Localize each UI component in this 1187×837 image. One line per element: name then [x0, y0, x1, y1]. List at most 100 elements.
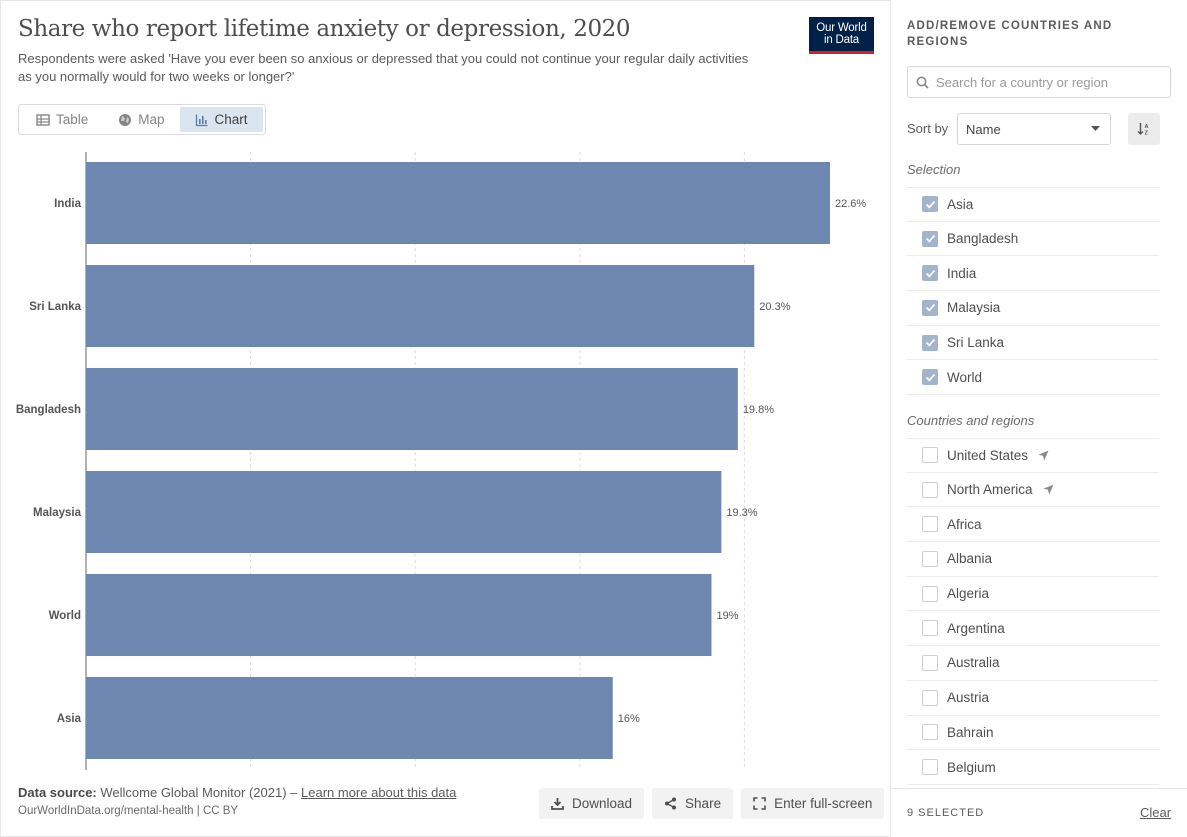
country-item-label: Australia — [947, 655, 1000, 671]
selection-item-label: Malaysia — [947, 300, 1001, 316]
checkbox-checked[interactable] — [922, 299, 938, 316]
country-item-label: Belgium — [947, 759, 996, 775]
bar-asia[interactable] — [86, 677, 613, 759]
sort-by-label: Sort by — [907, 121, 949, 136]
checkbox-unchecked[interactable] — [922, 689, 938, 706]
checkbox-checked[interactable] — [922, 230, 938, 247]
country-item[interactable]: Albania — [907, 542, 1159, 577]
checkbox-unchecked[interactable] — [922, 724, 938, 741]
share-label: Share — [685, 796, 722, 811]
country-item-label: Bahrain — [947, 724, 994, 740]
value-label: 16% — [618, 713, 640, 725]
checkbox-unchecked[interactable] — [922, 654, 938, 671]
country-item[interactable]: Australia — [907, 646, 1159, 681]
chart-title: Share who report lifetime anxiety or dep… — [18, 16, 631, 42]
clear-button[interactable]: Clear — [1140, 805, 1172, 820]
view-tabs: Table Map Chart — [18, 104, 266, 135]
selection-list: Asia Bangladesh India Malaysia Sri Lanka Worl… — [907, 187, 1159, 396]
category-label: India — [54, 198, 81, 210]
checkbox-checked[interactable] — [922, 334, 938, 351]
download-button[interactable]: Download — [539, 788, 645, 819]
checkbox-unchecked[interactable] — [922, 620, 938, 637]
bar-malaysia[interactable] — [86, 471, 722, 553]
tab-chart-label: Chart — [214, 112, 248, 127]
country-item-label: Algeria — [947, 586, 990, 602]
check-icon — [925, 338, 935, 347]
value-label: 19.8% — [743, 404, 774, 416]
bar-chart: India 22.6% Sri Lanka 20.3% Bangladesh 19.8% M… — [16, 152, 866, 770]
countries-list: United States North America Africa Albania A… — [907, 438, 1159, 785]
checkbox-checked[interactable] — [922, 196, 938, 213]
search-icon — [916, 76, 929, 89]
country-item-label: Africa — [947, 516, 982, 532]
value-label: 19.3% — [726, 507, 757, 519]
country-item[interactable]: United States — [907, 438, 1159, 473]
selection-item[interactable]: Malaysia — [907, 291, 1159, 326]
sort-select-value: Name — [966, 121, 1001, 137]
tab-table[interactable]: Table — [21, 107, 103, 132]
category-label: World — [49, 610, 81, 622]
source-url[interactable]: OurWorldInData.org/mental-health | CC BY — [18, 805, 239, 817]
country-item-label: Argentina — [947, 620, 1005, 636]
country-item[interactable]: Africa — [907, 507, 1159, 543]
country-item[interactable]: Austria — [907, 681, 1159, 716]
search-input[interactable] — [936, 74, 1156, 90]
checkbox-unchecked[interactable] — [922, 516, 938, 533]
checkbox-unchecked[interactable] — [922, 447, 938, 464]
svg-text:Z: Z — [1145, 131, 1149, 137]
search-box[interactable] — [907, 66, 1171, 98]
owid-logo[interactable]: Our World in Data — [809, 17, 874, 54]
country-item[interactable]: Algeria — [907, 577, 1159, 612]
data-source: Data source: Wellcome Global Monitor (20… — [18, 785, 456, 800]
selection-item-label: Bangladesh — [947, 231, 1019, 247]
fullscreen-label: Enter full-screen — [774, 796, 873, 811]
check-icon — [925, 269, 935, 278]
tab-map[interactable]: Map — [103, 107, 179, 132]
svg-text:A: A — [1145, 124, 1149, 130]
tab-map-label: Map — [138, 112, 165, 127]
checkbox-checked[interactable] — [922, 265, 938, 282]
chart-gridlines — [85, 152, 745, 770]
data-source-label: Data source: — [18, 785, 97, 800]
chart-bars: India 22.6% Sri Lanka 20.3% Bangladesh 19.8% M… — [16, 162, 866, 759]
tab-chart[interactable]: Chart — [179, 107, 263, 132]
country-item-label: Austria — [947, 690, 990, 706]
selection-item-label: India — [947, 265, 977, 281]
location-arrow-icon — [1043, 484, 1054, 495]
bar-sri-lanka[interactable] — [86, 265, 755, 347]
country-item-label: United States — [947, 447, 1029, 463]
selection-section-label: Selection — [907, 162, 961, 177]
checkbox-checked[interactable] — [922, 369, 938, 386]
country-item[interactable]: Bahrain — [907, 716, 1159, 751]
selection-item[interactable]: Sri Lanka — [907, 326, 1159, 361]
selection-item[interactable]: World — [907, 360, 1159, 396]
country-item[interactable]: Argentina — [907, 611, 1159, 647]
checkbox-unchecked[interactable] — [922, 759, 938, 776]
sort-select[interactable]: Name — [957, 113, 1111, 145]
fullscreen-button[interactable]: Enter full-screen — [741, 788, 885, 819]
countries-section-label: Countries and regions — [907, 413, 1035, 428]
bar-india[interactable] — [86, 162, 830, 244]
share-button[interactable]: Share — [652, 788, 734, 819]
chevron-down-icon — [1091, 126, 1100, 131]
checkbox-unchecked[interactable] — [922, 481, 938, 498]
panel-footer: 9 SELECTED Clear — [891, 788, 1187, 837]
bar-world[interactable] — [86, 574, 712, 656]
selection-item[interactable]: India — [907, 256, 1159, 292]
country-item-label: North America — [947, 482, 1033, 498]
learn-more-link[interactable]: Learn more about this data — [301, 785, 457, 800]
category-label: Sri Lanka — [29, 301, 81, 313]
selection-item[interactable]: Asia — [907, 187, 1159, 222]
country-item[interactable]: Belgium — [907, 750, 1159, 785]
download-icon — [551, 798, 564, 810]
selection-item[interactable]: Bangladesh — [907, 222, 1159, 257]
location-arrow-icon — [1038, 450, 1049, 461]
selection-item-label: Asia — [947, 196, 974, 212]
value-label: 19% — [716, 610, 738, 622]
category-label: Malaysia — [33, 507, 82, 519]
checkbox-unchecked[interactable] — [922, 550, 938, 567]
bar-bangladesh[interactable] — [86, 368, 738, 450]
checkbox-unchecked[interactable] — [922, 585, 938, 602]
country-item[interactable]: North America — [907, 473, 1159, 508]
